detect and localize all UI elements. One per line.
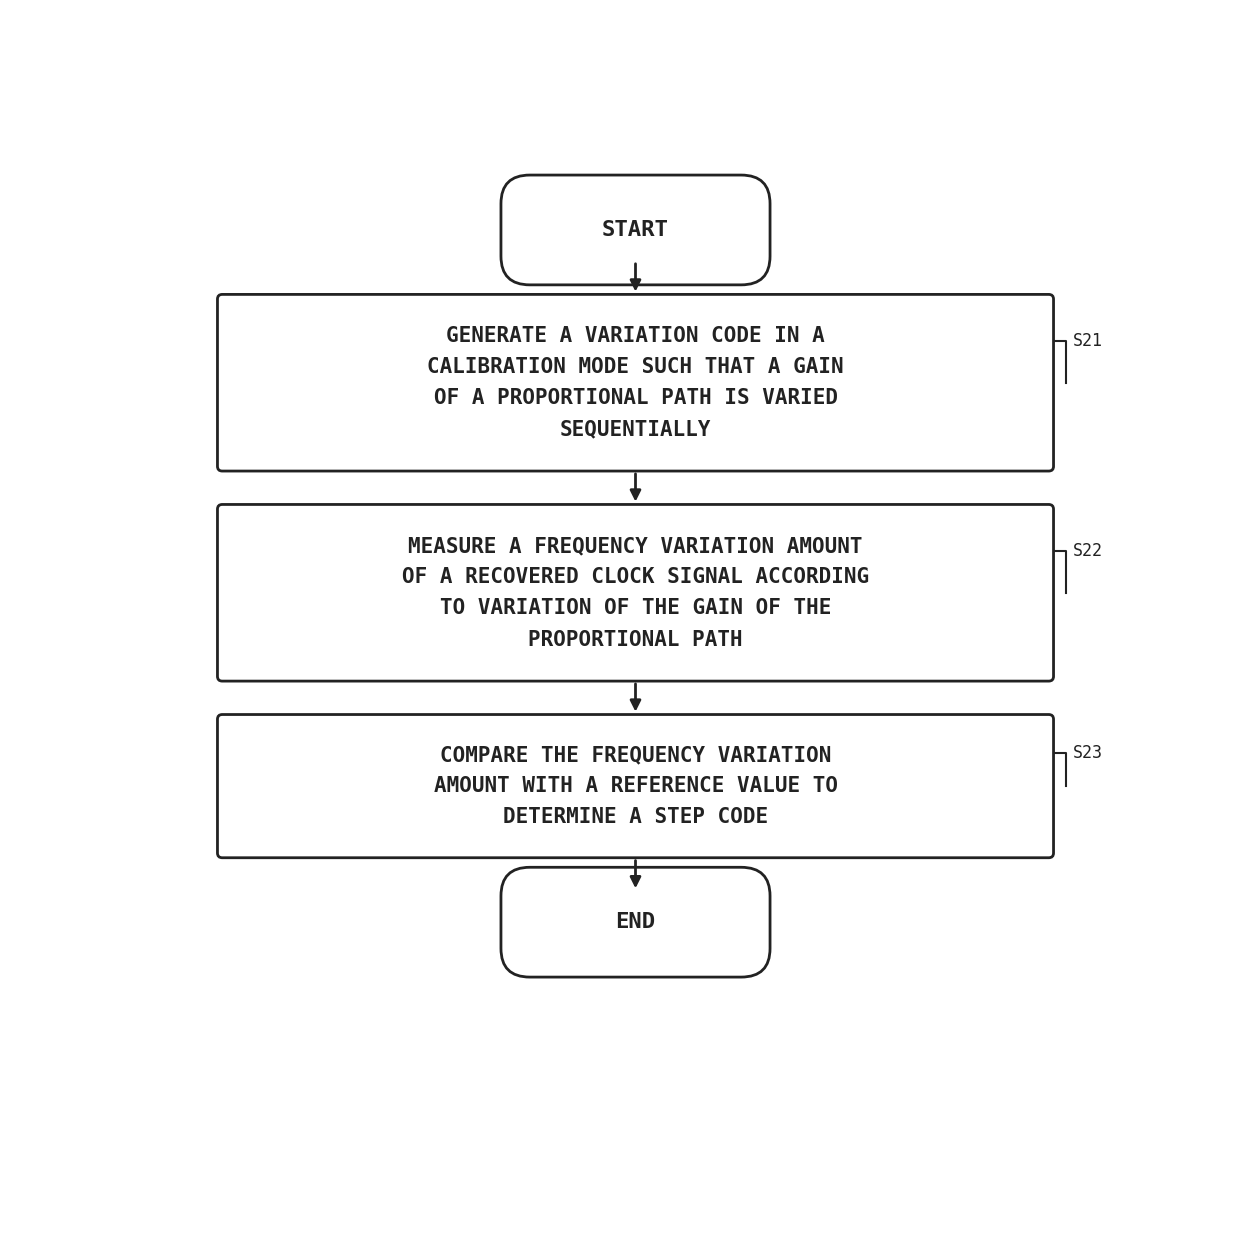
FancyBboxPatch shape (217, 505, 1054, 681)
Text: S22: S22 (1073, 542, 1102, 560)
Text: END: END (615, 913, 656, 932)
Text: COMPARE THE FREQUENCY VARIATION
AMOUNT WITH A REFERENCE VALUE TO
DETERMINE A STE: COMPARE THE FREQUENCY VARIATION AMOUNT W… (434, 745, 837, 827)
FancyBboxPatch shape (217, 714, 1054, 858)
Text: S23: S23 (1073, 744, 1102, 761)
Text: START: START (603, 219, 668, 241)
Text: S21: S21 (1073, 332, 1102, 350)
FancyBboxPatch shape (501, 175, 770, 285)
Text: GENERATE A VARIATION CODE IN A
CALIBRATION MODE SUCH THAT A GAIN
OF A PROPORTION: GENERATE A VARIATION CODE IN A CALIBRATI… (428, 326, 843, 439)
FancyBboxPatch shape (501, 867, 770, 977)
Text: MEASURE A FREQUENCY VARIATION AMOUNT
OF A RECOVERED CLOCK SIGNAL ACCORDING
TO VA: MEASURE A FREQUENCY VARIATION AMOUNT OF … (402, 536, 869, 650)
FancyBboxPatch shape (217, 294, 1054, 471)
